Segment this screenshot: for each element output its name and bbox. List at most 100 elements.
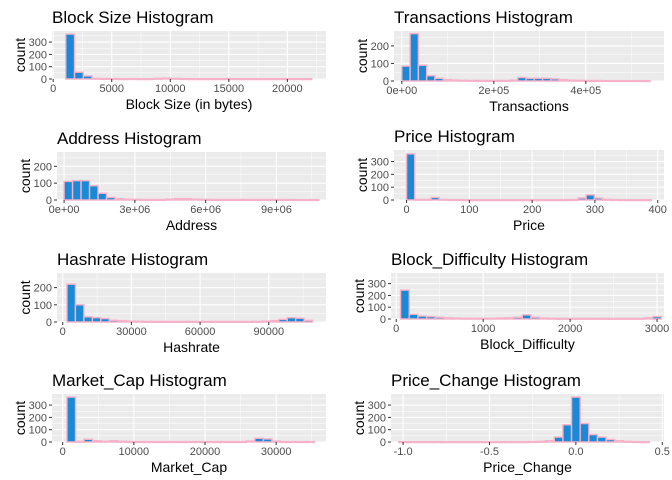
y-axis-label: count	[354, 39, 370, 73]
histogram-bar	[151, 440, 162, 444]
histogram-bar	[528, 199, 538, 202]
histogram-bar	[97, 192, 108, 201]
histogram-bar	[503, 199, 514, 202]
y-tick-label: 100	[29, 425, 47, 437]
y-tick-label: 200	[368, 290, 386, 302]
histogram-bar	[275, 78, 287, 81]
histogram-bar	[218, 320, 229, 323]
histogram-bar	[639, 441, 651, 444]
y-tick-label: 200	[29, 412, 47, 424]
histogram-bar	[409, 32, 420, 82]
block-size-histogram-title: Block Size Histogram	[52, 8, 214, 27]
histogram-bar	[258, 198, 269, 201]
histogram-bar	[74, 440, 85, 443]
hashrate-histogram-bars	[66, 283, 314, 323]
histogram-bar	[156, 198, 167, 201]
histogram-bar	[144, 78, 155, 81]
histogram-bar	[442, 78, 453, 82]
histogram-bar	[556, 317, 567, 320]
x-axis-label: Market_Cap	[151, 459, 227, 475]
histogram-bar	[446, 198, 457, 202]
histogram-bar	[100, 317, 111, 323]
histogram-bar	[91, 317, 102, 323]
histogram-bar	[521, 314, 532, 320]
histogram-bar	[223, 78, 234, 81]
histogram-bar	[125, 320, 136, 323]
histogram-bar	[143, 440, 154, 444]
y-tick-label: 100	[29, 62, 47, 74]
histogram-bar	[231, 78, 243, 81]
histogram-bar	[569, 198, 579, 202]
histogram-bar	[73, 71, 85, 80]
panel-background	[52, 31, 326, 79]
histogram-bar	[142, 320, 153, 323]
price-change-histogram-title: Price_Change Histogram	[391, 371, 581, 390]
histogram-bar	[558, 78, 569, 82]
histogram-bar	[301, 198, 312, 202]
histogram-bar	[479, 199, 489, 202]
x-tick-label: 0.0	[568, 446, 583, 458]
histogram-bar	[177, 440, 188, 444]
histogram-bar	[643, 317, 654, 320]
x-axis-label: Transactions	[489, 98, 569, 114]
histogram-bar	[591, 79, 602, 82]
histogram-bar	[83, 438, 94, 443]
y-axis-label: count	[17, 280, 33, 314]
histogram-bar	[205, 78, 216, 81]
histogram-bar	[66, 283, 77, 323]
histogram-bar	[237, 440, 247, 444]
x-tick-label: 30000	[261, 446, 292, 458]
histogram-bar	[417, 64, 428, 82]
histogram-bar	[577, 197, 587, 201]
histogram-bar	[168, 440, 179, 444]
histogram-bar	[454, 198, 465, 202]
x-tick-label: 5000	[99, 83, 123, 95]
histogram-bar	[302, 78, 313, 81]
histogram-bar	[478, 317, 489, 320]
x-tick-label: 0.5	[655, 446, 670, 458]
histogram-bar	[244, 320, 255, 323]
histogram-bar	[608, 79, 618, 83]
y-tick-label: 200	[34, 161, 52, 173]
histogram-bar	[211, 440, 222, 444]
address-histogram-bars	[63, 179, 320, 202]
histogram-bar	[605, 438, 616, 443]
histogram-bar	[148, 198, 159, 201]
x-tick-label: 30000	[116, 326, 147, 338]
histogram-bar	[651, 315, 663, 320]
histogram-bar	[271, 440, 282, 443]
histogram-bar	[459, 79, 469, 82]
panel-background	[394, 150, 664, 200]
histogram-bar	[573, 317, 584, 320]
histogram-bar	[414, 198, 424, 201]
histogram-bar	[190, 198, 201, 201]
histogram-bar	[432, 441, 443, 444]
histogram-bar	[193, 320, 204, 323]
histogram-bar	[199, 198, 210, 201]
histogram-bar	[294, 317, 305, 323]
histogram-bar	[462, 199, 473, 202]
histogram-bar	[71, 179, 82, 201]
x-axis-label: Price	[513, 217, 545, 233]
histogram-bar	[591, 317, 602, 320]
histogram-bar	[601, 198, 612, 201]
y-axis-label: count	[354, 158, 370, 192]
histogram-bar	[196, 78, 207, 81]
x-tick-label: 90000	[253, 326, 284, 338]
histogram-bar	[599, 79, 610, 83]
panel-background	[394, 31, 664, 81]
histogram-bar	[501, 441, 512, 444]
x-tick-label: 0e+00	[386, 85, 417, 97]
histogram-bar	[401, 65, 411, 82]
histogram-bar	[262, 438, 273, 443]
histogram-bar	[405, 153, 416, 201]
histogram-bar	[83, 316, 94, 323]
x-tick-label: 6e+06	[190, 204, 221, 216]
histogram-bar	[533, 77, 544, 82]
histogram-bar	[216, 198, 227, 201]
panel-background	[57, 152, 326, 200]
histogram-bar	[210, 320, 221, 323]
histogram-bar	[500, 79, 511, 82]
